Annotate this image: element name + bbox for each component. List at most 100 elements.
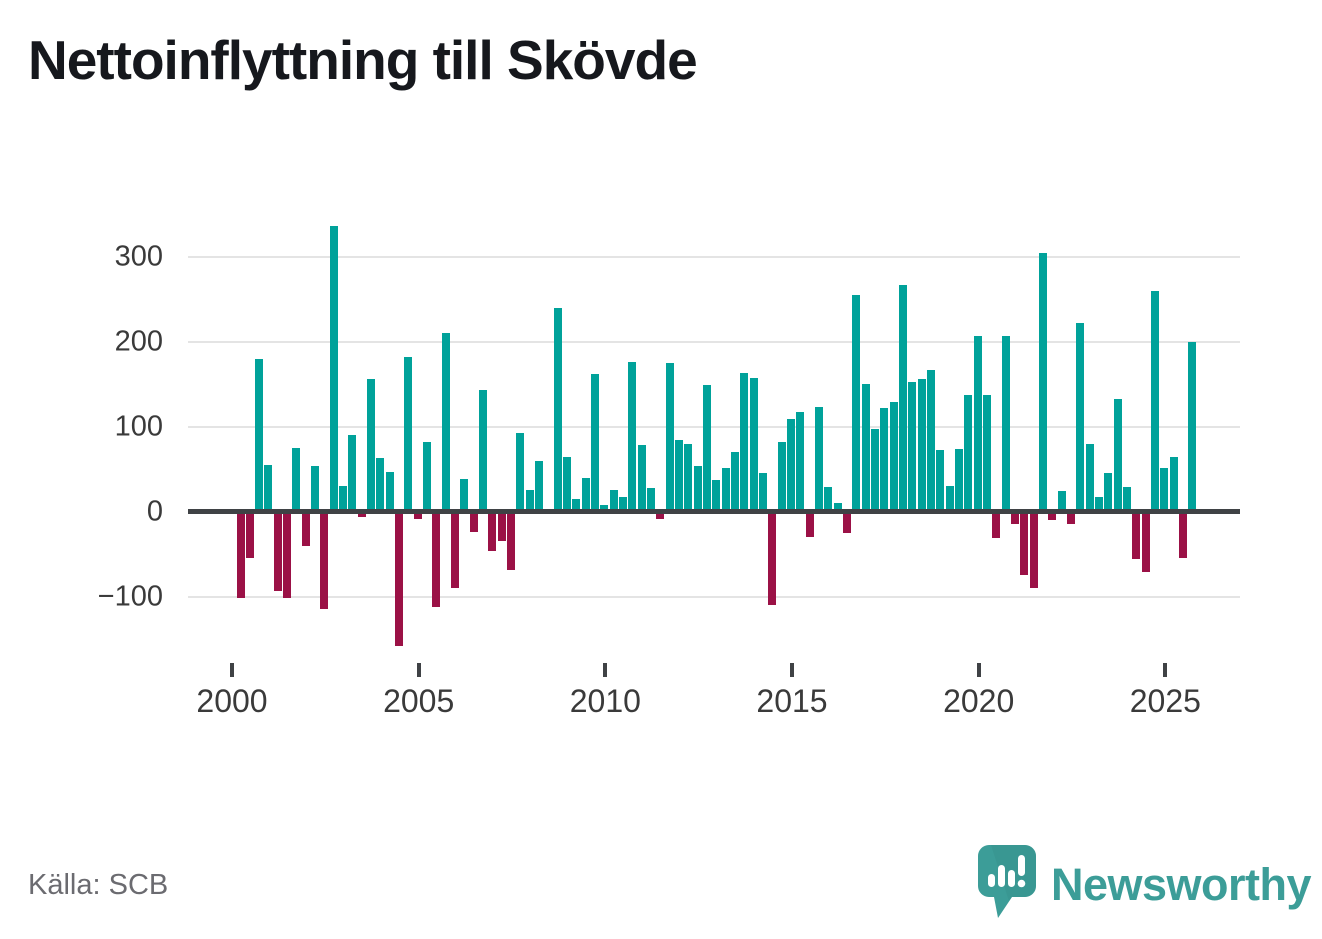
- bar: [1067, 511, 1076, 524]
- gridline: [188, 425, 1240, 428]
- bar: [451, 511, 460, 589]
- bar: [749, 377, 758, 512]
- y-tick-label: 300: [114, 240, 163, 273]
- bar: [385, 471, 394, 512]
- bar: [395, 511, 404, 646]
- bar: [469, 511, 478, 533]
- bar: [777, 442, 786, 512]
- bar: [1104, 472, 1113, 512]
- x-tick-mark: [416, 663, 421, 677]
- bar: [889, 402, 898, 512]
- bar: [871, 428, 880, 512]
- bar: [1141, 511, 1150, 572]
- bar: [273, 511, 282, 591]
- bar: [936, 449, 945, 512]
- bar: [721, 467, 730, 512]
- x-tick-label: 2005: [383, 683, 455, 719]
- bar: [572, 499, 581, 512]
- bar: [992, 511, 1001, 539]
- bar: [805, 511, 814, 538]
- bar: [563, 456, 572, 512]
- bar: [917, 379, 926, 512]
- gridline: [188, 256, 1240, 259]
- bar: [591, 374, 600, 512]
- bar: [236, 511, 245, 599]
- bar: [348, 435, 357, 512]
- bar: [693, 465, 702, 512]
- bar: [1001, 336, 1010, 512]
- bar: [656, 511, 665, 520]
- bar: [292, 448, 301, 512]
- y-tick-label: 100: [114, 410, 163, 443]
- bar: [609, 489, 618, 512]
- bar: [367, 378, 376, 512]
- bar: [553, 308, 562, 512]
- bar: [460, 478, 469, 512]
- bar: [833, 503, 842, 512]
- bar: [1095, 497, 1104, 512]
- y-tick-label: 0: [146, 495, 163, 528]
- bar: [787, 419, 796, 512]
- bar: [1039, 252, 1048, 512]
- bar: [1113, 398, 1122, 512]
- bar: [320, 511, 329, 610]
- bar: [759, 472, 768, 512]
- bar: [684, 443, 693, 512]
- bar: [423, 442, 432, 512]
- bar: [899, 285, 908, 512]
- y-tick-label: −100: [97, 580, 163, 613]
- y-axis: 300 200 100 0 −100: [0, 219, 163, 656]
- x-tick-label: 2020: [943, 683, 1015, 719]
- bar: [955, 448, 964, 512]
- bar: [441, 332, 450, 512]
- bar: [507, 511, 516, 571]
- x-tick-label: 2000: [196, 683, 268, 719]
- bar: [1048, 511, 1057, 521]
- bar: [535, 460, 544, 512]
- bar: [796, 412, 805, 512]
- bar: [301, 511, 310, 546]
- y-tick-label: 200: [114, 325, 163, 358]
- x-tick-mark: [603, 663, 608, 677]
- bar: [880, 408, 889, 512]
- x-tick-mark: [976, 663, 981, 677]
- bar: [768, 511, 777, 606]
- bar: [861, 384, 870, 512]
- bar: [1029, 511, 1038, 589]
- bar: [479, 389, 488, 512]
- x-tick-mark: [789, 663, 794, 677]
- brand-logo: Newsworthy: [976, 843, 1312, 927]
- bar: [703, 385, 712, 512]
- x-tick-label: 2025: [1129, 683, 1201, 719]
- bar: [824, 487, 833, 512]
- x-tick-label: 2015: [756, 683, 828, 719]
- brand-name: Newsworthy: [1051, 859, 1312, 910]
- bar: [619, 497, 628, 512]
- zero-axis-line: [188, 509, 1240, 515]
- bar: [983, 394, 992, 512]
- bar: [1151, 291, 1160, 512]
- x-axis: 2000 2005 2010 2015 2020 2025: [188, 656, 1240, 740]
- bar: [404, 357, 413, 512]
- bar: [497, 511, 506, 542]
- gridline: [188, 341, 1240, 344]
- page-title: Nettoinflyttning till Skövde: [28, 29, 698, 91]
- bar: [245, 511, 254, 558]
- bar: [740, 373, 749, 512]
- x-tick-mark: [230, 663, 234, 677]
- bar: [815, 406, 824, 512]
- bar: [964, 394, 973, 512]
- bar: [628, 361, 637, 512]
- bar: [927, 370, 936, 512]
- bar: [731, 451, 740, 512]
- bar: [908, 381, 917, 512]
- bar: [516, 432, 525, 512]
- bar: [311, 465, 320, 512]
- bar: [843, 511, 852, 533]
- bar: [357, 511, 366, 517]
- bar: [675, 439, 684, 512]
- bar: [1179, 511, 1188, 558]
- bar: [665, 363, 674, 512]
- bar: [1188, 342, 1197, 512]
